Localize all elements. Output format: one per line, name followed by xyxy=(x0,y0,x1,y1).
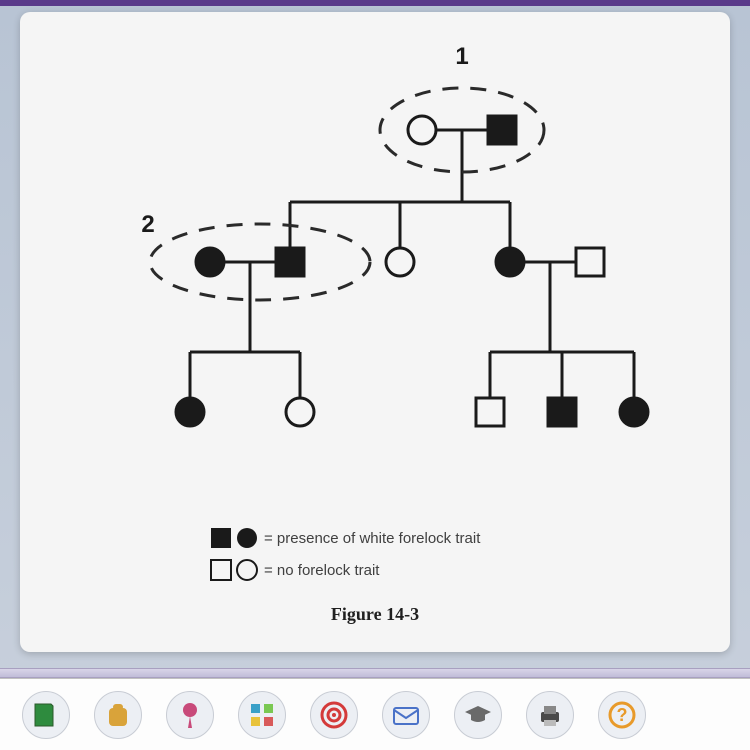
legend-row-affected: = presence of white forelock trait xyxy=(210,527,480,549)
figure-caption: Figure 14-3 xyxy=(20,604,730,625)
mail-icon[interactable] xyxy=(382,691,430,739)
legend-unaffected-shapes xyxy=(210,559,258,581)
grid-icon[interactable] xyxy=(238,691,286,739)
print-icon[interactable] xyxy=(526,691,574,739)
backpack-icon[interactable] xyxy=(94,691,142,739)
divider-bar xyxy=(0,668,750,678)
pedigree-II1 xyxy=(196,248,224,276)
toolbar: ? xyxy=(0,678,750,750)
pedigree-I2 xyxy=(488,116,516,144)
annotation-1: 1 xyxy=(455,43,468,70)
pedigree-II2 xyxy=(276,248,304,276)
pedigree-III2 xyxy=(286,398,314,426)
pedigree-II3 xyxy=(386,248,414,276)
pedigree-II5 xyxy=(576,248,604,276)
legend-affected-shapes xyxy=(210,527,258,549)
legend-row-unaffected: = no forelock trait xyxy=(210,559,480,581)
pedigree-III1 xyxy=(176,398,204,426)
legend-affected-label: = presence of white forelock trait xyxy=(264,530,480,547)
pedigree-svg: 12 xyxy=(130,42,650,522)
pin-icon[interactable] xyxy=(166,691,214,739)
legend-unaffected-label: = no forelock trait xyxy=(264,562,379,579)
book-icon[interactable] xyxy=(22,691,70,739)
pedigree-III3 xyxy=(476,398,504,426)
annotation-2: 2 xyxy=(141,211,154,238)
hat-icon[interactable] xyxy=(454,691,502,739)
content-card: 12 = presence of white forelock trait = … xyxy=(20,12,730,652)
help-icon[interactable]: ? xyxy=(598,691,646,739)
pedigree-III5 xyxy=(620,398,648,426)
legend: = presence of white forelock trait = no … xyxy=(210,527,480,591)
svg-text:?: ? xyxy=(617,705,628,725)
pedigree-III4 xyxy=(548,398,576,426)
target-icon[interactable] xyxy=(310,691,358,739)
pedigree-II4 xyxy=(496,248,524,276)
window-top-accent xyxy=(0,0,750,6)
pedigree-diagram: 12 xyxy=(130,42,650,522)
pedigree-I1 xyxy=(408,116,436,144)
